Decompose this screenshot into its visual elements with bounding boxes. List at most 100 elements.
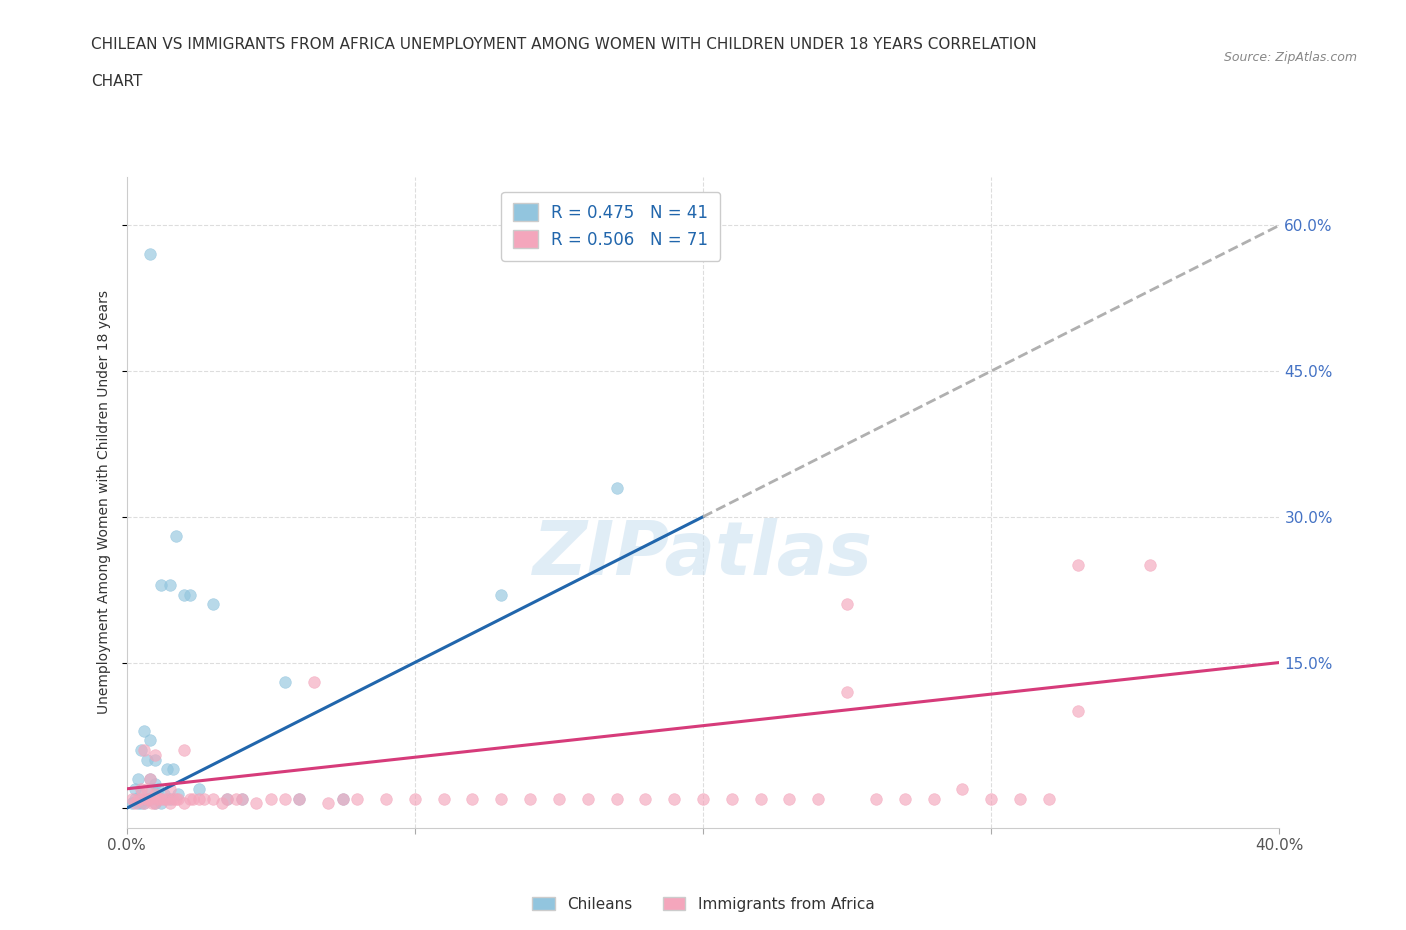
Point — [231, 791, 253, 806]
Point — [132, 742, 155, 757]
Text: Source: ZipAtlas.com: Source: ZipAtlas.com — [1223, 51, 1357, 64]
Point — [135, 791, 157, 806]
Point — [202, 791, 225, 806]
Point — [374, 791, 398, 806]
Point — [692, 791, 714, 806]
Point — [150, 791, 173, 806]
Point — [489, 791, 512, 806]
Point — [167, 791, 190, 806]
Point — [259, 791, 281, 806]
Text: CHART: CHART — [91, 74, 143, 89]
Point — [138, 791, 160, 806]
Point — [153, 791, 176, 806]
Point — [664, 791, 686, 806]
Point — [138, 247, 160, 262]
Point — [519, 791, 541, 806]
Point — [225, 791, 247, 806]
Point — [489, 587, 512, 602]
Point — [346, 791, 368, 806]
Point — [153, 786, 176, 801]
Point — [150, 578, 173, 592]
Point — [433, 791, 456, 806]
Point — [1139, 558, 1161, 573]
Point — [950, 781, 973, 796]
Point — [141, 796, 163, 811]
Point — [634, 791, 657, 806]
Point — [135, 781, 157, 796]
Point — [202, 597, 225, 612]
Point — [720, 791, 742, 806]
Point — [165, 791, 187, 806]
Point — [231, 791, 253, 806]
Point — [162, 791, 184, 806]
Point — [148, 781, 170, 796]
Point — [165, 529, 187, 544]
Point — [121, 791, 143, 806]
Point — [145, 796, 166, 811]
Point — [127, 772, 149, 787]
Point — [173, 587, 195, 602]
Point — [187, 791, 209, 806]
Point — [145, 786, 166, 801]
Point — [193, 791, 215, 806]
Point — [145, 752, 166, 767]
Point — [129, 796, 152, 811]
Point — [162, 762, 184, 777]
Point — [807, 791, 830, 806]
Text: ZIPatlas: ZIPatlas — [533, 518, 873, 591]
Point — [211, 796, 233, 811]
Point — [138, 733, 160, 748]
Legend: Chileans, Immigrants from Africa: Chileans, Immigrants from Africa — [526, 890, 880, 918]
Point — [404, 791, 426, 806]
Point — [288, 791, 311, 806]
Point — [332, 791, 354, 806]
Point — [135, 791, 157, 806]
Point — [124, 796, 146, 811]
Point — [1067, 704, 1090, 719]
Point — [245, 796, 267, 811]
Legend: R = 0.475   N = 41, R = 0.506   N = 71: R = 0.475 N = 41, R = 0.506 N = 71 — [502, 192, 720, 260]
Point — [894, 791, 917, 806]
Point — [129, 742, 152, 757]
Point — [132, 796, 155, 811]
Point — [156, 762, 179, 777]
Point — [302, 674, 325, 689]
Point — [288, 791, 311, 806]
Point — [150, 796, 173, 811]
Point — [145, 777, 166, 791]
Point — [749, 791, 772, 806]
Point — [187, 781, 209, 796]
Point — [605, 791, 627, 806]
Point — [1067, 558, 1090, 573]
Point — [835, 684, 858, 699]
Point — [173, 796, 195, 811]
Point — [1008, 791, 1031, 806]
Y-axis label: Unemployment Among Women with Children Under 18 years: Unemployment Among Women with Children U… — [97, 290, 111, 714]
Point — [129, 786, 152, 801]
Point — [132, 724, 155, 738]
Point — [779, 791, 801, 806]
Point — [148, 791, 170, 806]
Point — [922, 791, 945, 806]
Point — [127, 791, 149, 806]
Point — [318, 796, 340, 811]
Point — [865, 791, 887, 806]
Point — [156, 791, 179, 806]
Point — [145, 796, 166, 811]
Point — [274, 791, 297, 806]
Point — [274, 674, 297, 689]
Point — [159, 791, 181, 806]
Point — [181, 791, 204, 806]
Point — [605, 480, 627, 495]
Point — [217, 791, 239, 806]
Point — [835, 597, 858, 612]
Point — [138, 791, 160, 806]
Point — [159, 578, 181, 592]
Point — [141, 781, 163, 796]
Point — [461, 791, 484, 806]
Point — [135, 752, 157, 767]
Point — [159, 796, 181, 811]
Point — [179, 587, 201, 602]
Point — [1038, 791, 1060, 806]
Point — [124, 791, 146, 806]
